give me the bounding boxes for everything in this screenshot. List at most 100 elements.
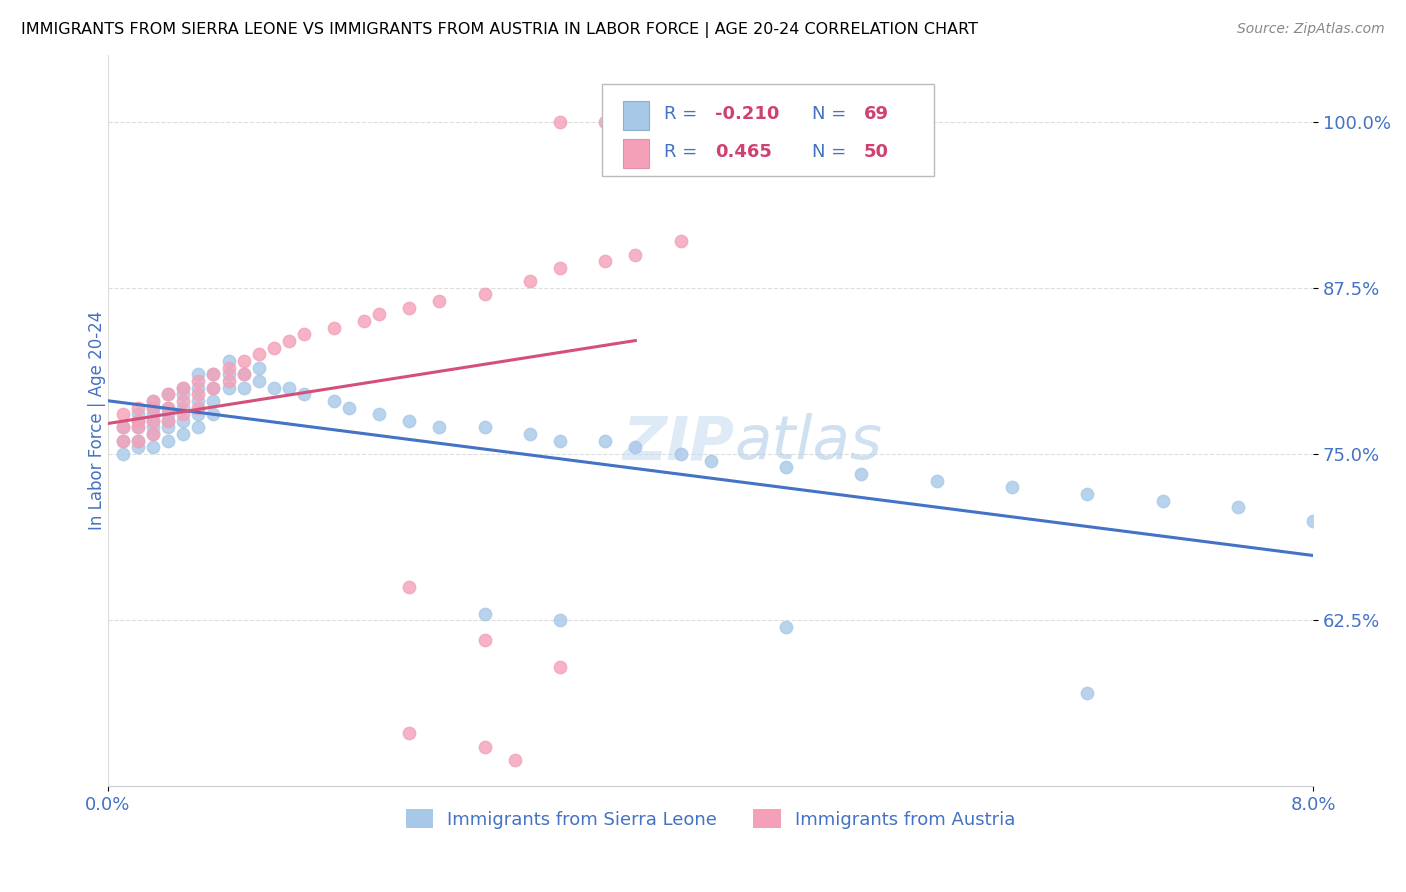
Point xyxy=(247,360,270,375)
Point xyxy=(157,401,180,415)
Point xyxy=(1076,487,1098,501)
Point xyxy=(519,427,541,442)
Point xyxy=(851,467,873,481)
Point xyxy=(218,374,240,388)
Point xyxy=(202,368,225,382)
Point xyxy=(127,434,149,448)
Text: IMMIGRANTS FROM SIERRA LEONE VS IMMIGRANTS FROM AUSTRIA IN LABOR FORCE | AGE 20-: IMMIGRANTS FROM SIERRA LEONE VS IMMIGRAN… xyxy=(21,22,979,38)
Legend: Immigrants from Sierra Leone, Immigrants from Austria: Immigrants from Sierra Leone, Immigrants… xyxy=(399,802,1022,836)
Point xyxy=(398,580,420,594)
Point xyxy=(142,401,165,415)
Point xyxy=(218,360,240,375)
Point xyxy=(263,380,285,394)
Point xyxy=(775,460,797,475)
Point xyxy=(277,380,299,394)
Point xyxy=(112,447,135,461)
Point xyxy=(593,434,616,448)
Point xyxy=(669,235,692,249)
Point xyxy=(112,434,135,448)
Point xyxy=(232,354,254,368)
Text: R =: R = xyxy=(664,143,703,161)
Point xyxy=(263,341,285,355)
Point xyxy=(172,380,194,394)
Text: -0.210: -0.210 xyxy=(716,104,780,122)
Point xyxy=(127,420,149,434)
Point xyxy=(699,453,721,467)
Point xyxy=(142,414,165,428)
Point xyxy=(172,427,194,442)
Point xyxy=(142,427,165,442)
Point xyxy=(172,387,194,401)
Point xyxy=(187,393,209,408)
Point xyxy=(127,434,149,448)
Point xyxy=(474,607,496,621)
Point xyxy=(127,420,149,434)
Point xyxy=(172,401,194,415)
Y-axis label: In Labor Force | Age 20-24: In Labor Force | Age 20-24 xyxy=(89,311,105,531)
Point xyxy=(775,620,797,634)
Point xyxy=(474,420,496,434)
Point xyxy=(157,387,180,401)
Point xyxy=(593,114,616,128)
Point xyxy=(202,407,225,421)
Point xyxy=(1152,493,1174,508)
Point xyxy=(232,368,254,382)
Text: atlas: atlas xyxy=(735,413,883,472)
Text: N =: N = xyxy=(811,143,852,161)
Point xyxy=(142,393,165,408)
Point xyxy=(474,633,496,648)
Point xyxy=(1226,500,1249,515)
Point xyxy=(247,347,270,361)
Point xyxy=(112,420,135,434)
Point xyxy=(519,274,541,288)
Point xyxy=(172,380,194,394)
Point xyxy=(218,368,240,382)
Point xyxy=(127,401,149,415)
Point xyxy=(127,414,149,428)
Point xyxy=(323,320,346,334)
Point xyxy=(112,420,135,434)
Point xyxy=(277,334,299,348)
Point xyxy=(157,401,180,415)
Point xyxy=(1302,514,1324,528)
Point xyxy=(157,387,180,401)
Point xyxy=(187,374,209,388)
Text: ZIP: ZIP xyxy=(623,413,735,472)
Point xyxy=(172,393,194,408)
Point xyxy=(232,380,254,394)
Point xyxy=(398,301,420,315)
Point xyxy=(368,407,391,421)
Text: 69: 69 xyxy=(863,104,889,122)
Point xyxy=(624,441,647,455)
Point xyxy=(474,739,496,754)
Text: R =: R = xyxy=(664,104,703,122)
Point xyxy=(202,380,225,394)
Point xyxy=(232,368,254,382)
Point xyxy=(474,287,496,301)
Point xyxy=(624,247,647,261)
FancyBboxPatch shape xyxy=(623,139,650,169)
Text: Source: ZipAtlas.com: Source: ZipAtlas.com xyxy=(1237,22,1385,37)
Point xyxy=(218,354,240,368)
Text: 50: 50 xyxy=(863,143,889,161)
Point xyxy=(187,368,209,382)
Point xyxy=(112,434,135,448)
Point xyxy=(548,660,571,674)
Point xyxy=(429,420,451,434)
Point xyxy=(157,407,180,421)
Point xyxy=(624,114,647,128)
Point xyxy=(1001,480,1024,494)
Text: 0.465: 0.465 xyxy=(716,143,772,161)
Point xyxy=(142,441,165,455)
Text: N =: N = xyxy=(811,104,852,122)
Point xyxy=(337,401,360,415)
Point xyxy=(548,260,571,275)
Point xyxy=(218,380,240,394)
Point xyxy=(925,474,948,488)
Point xyxy=(187,387,209,401)
Point xyxy=(202,380,225,394)
Point xyxy=(292,387,315,401)
Point xyxy=(127,414,149,428)
Point xyxy=(1076,686,1098,700)
Point xyxy=(398,726,420,740)
